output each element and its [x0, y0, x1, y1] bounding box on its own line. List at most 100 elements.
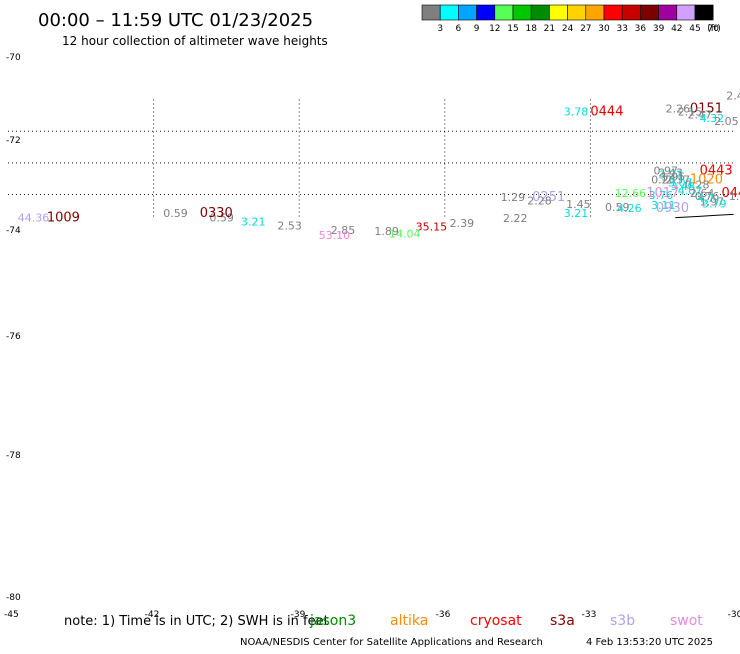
- wave-height-label: 2.05: [714, 115, 739, 128]
- wave-height-label: 2.37: [666, 174, 691, 187]
- legend-swatch: [421, 4, 441, 21]
- wave-height-label: 2.49: [726, 90, 740, 103]
- wave-height-label: 0.59: [209, 212, 234, 225]
- pass-time-label: 0151: [690, 101, 723, 116]
- wave-height-label: 44.36: [18, 212, 49, 225]
- lon-tick-label: -39: [291, 610, 306, 620]
- wave-height-label: 2.64: [690, 187, 715, 200]
- wave-height-label: 53.10: [319, 229, 351, 242]
- legend-label: 3: [437, 24, 443, 34]
- wave-height-label: 4.07: [678, 184, 703, 197]
- lat-tick-label: -76: [6, 332, 21, 342]
- wave-height-label: 2.43: [658, 166, 683, 179]
- wave-height-label: 3.07: [668, 176, 693, 189]
- legend-swatch: [549, 4, 568, 21]
- satellite-legend-item: altika: [390, 613, 428, 629]
- pass-time-label: 0443: [721, 186, 740, 201]
- legend-swatch: [512, 4, 532, 21]
- legend-label: 15: [507, 24, 518, 34]
- wave-height-label: 0.28: [685, 179, 710, 192]
- legend-label: 27: [580, 24, 591, 34]
- legend-swatch: [640, 4, 659, 21]
- wave-height-label: 2.47: [687, 109, 712, 122]
- map-subtitle: 12 hour collection of altimeter wave hei…: [62, 34, 328, 48]
- pass-time-label: 0251: [532, 190, 565, 205]
- legend-label: 21: [544, 24, 555, 34]
- wave-height-label: 2.39: [450, 217, 475, 230]
- wave-height-label: 1.97: [700, 196, 725, 209]
- lat-tick-label: -78: [6, 451, 21, 461]
- satellite-legend-item: s3a: [550, 613, 575, 629]
- pass-time-label: 0930: [656, 201, 689, 216]
- lon-tick-label: -33: [582, 610, 597, 620]
- wave-height-label: 4.7: [697, 192, 715, 205]
- legend-label: 39: [653, 24, 665, 34]
- wave-height-label: 3.79: [702, 198, 727, 211]
- wave-height-label: 1.29: [501, 191, 526, 204]
- legend-swatch: [567, 4, 587, 21]
- satellite-legend: jason3 altika cryosat s3a s3b swot: [309, 613, 703, 629]
- footer-credit: NOAA/NESDIS Center for Satellite Applica…: [240, 637, 543, 648]
- wave-height-label: 35.15: [416, 221, 448, 234]
- wave-height-label: 1.7: [729, 190, 740, 203]
- legend-label: 30: [598, 24, 610, 34]
- legend-label: 6: [456, 24, 462, 34]
- wave-height-label: 4.26: [617, 202, 642, 215]
- wave-height-label: 3.21: [241, 216, 266, 229]
- wave-height-label: 3.48: [670, 180, 695, 193]
- wave-height-label: 1.45: [566, 198, 591, 211]
- legend-swatch: [603, 4, 623, 21]
- pass-time-label: 0444: [590, 104, 623, 119]
- wave-height-label: 0.76: [695, 190, 720, 203]
- legend-label: 9: [474, 24, 480, 34]
- satellite-legend-item: swot: [670, 613, 703, 629]
- legend-swatch: [621, 4, 641, 21]
- legend-swatch: [439, 4, 459, 21]
- satellite-legend-item: jason3: [309, 613, 356, 629]
- legend-label: 42: [671, 24, 682, 34]
- satellite-legend-item: s3b: [610, 613, 635, 629]
- wave-height-label: 0.59: [605, 201, 630, 214]
- legend-label: 12: [489, 24, 500, 34]
- lat-tick-label: -70: [6, 53, 21, 63]
- wave-height-label: 0.97: [653, 164, 678, 177]
- legend-label: 36: [635, 24, 647, 34]
- legend-label: 24: [562, 24, 574, 34]
- wave-height-label: 3.21: [564, 207, 589, 220]
- axis-tick-labels: -70 -72 -74 -76 -78 -80 -42 -39 -36 -33 -30 -45: [4, 53, 740, 620]
- map-title: 00:00 – 11:59 UTC 01/23/2025: [38, 10, 313, 31]
- legend-swatch: [530, 4, 550, 21]
- wave-height-label: 2.15: [678, 106, 703, 119]
- wave-height-label: 4.32: [700, 112, 725, 125]
- satellite-legend-item: cryosat: [470, 613, 522, 629]
- pass-time-label: 1017: [646, 186, 679, 201]
- pass-time-label: 0330: [200, 206, 233, 221]
- legend-label: 45: [689, 24, 700, 34]
- wave-height-label: 2.22: [503, 212, 528, 225]
- wave-height-label: 0.26: [651, 174, 676, 187]
- pass-time-label: 1009: [47, 211, 80, 226]
- color-legend: 3 6 9 12 15 18 21 24 27 30 33 36 39 42 45 70(ft): [421, 4, 721, 34]
- legend-label: 18: [525, 24, 537, 34]
- wave-height-label: 2.53: [277, 219, 302, 232]
- legend-label: 33: [616, 24, 627, 34]
- legend-swatch: [658, 4, 678, 21]
- wave-height-label: 1.89: [374, 225, 399, 238]
- coastline: [675, 213, 734, 219]
- footer-note: note: 1) Time is in UTC; 2) SWH is in fe…: [64, 614, 329, 629]
- wave-height-label: 2.26: [666, 102, 691, 115]
- footer-timestamp: 4 Feb 13:53:20 UTC 2025: [586, 637, 713, 648]
- wave-height-label: 0.59: [163, 207, 188, 220]
- wave-height-label: 2.28: [527, 194, 552, 207]
- corner-tick-label: -45: [4, 610, 19, 620]
- legend-swatch: [476, 4, 496, 21]
- lat-tick-label: -72: [6, 136, 21, 146]
- lon-tick-label: -36: [436, 610, 451, 620]
- lat-tick-label: -74: [6, 226, 21, 236]
- wave-height-label: 1.95: [661, 170, 686, 183]
- wave-height-label: 14.04: [389, 228, 421, 241]
- wave-height-label: 3.11: [651, 199, 676, 212]
